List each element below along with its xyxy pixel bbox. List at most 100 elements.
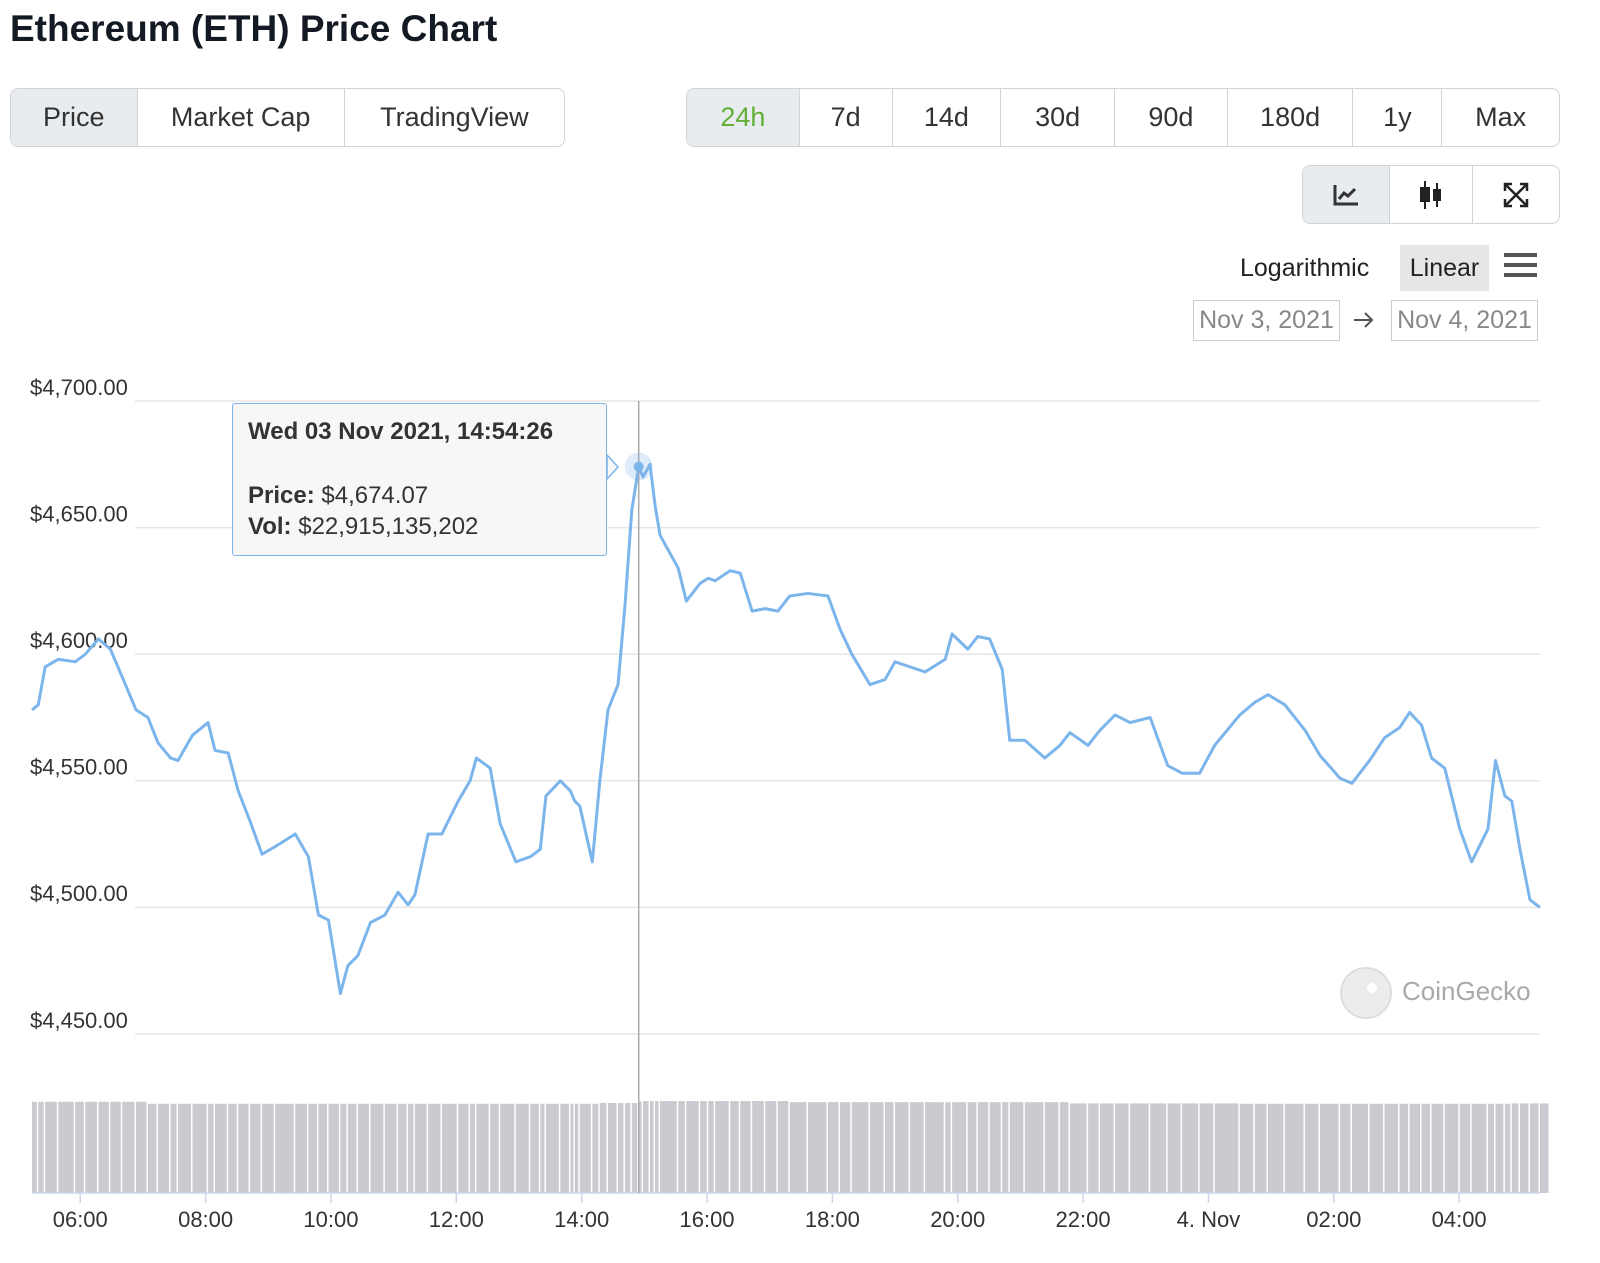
volume-bar (75, 1101, 84, 1193)
volume-bar (1487, 1103, 1494, 1193)
x-tick-label: 14:00 (554, 1207, 609, 1232)
volume-bar (250, 1103, 261, 1193)
volume-bar (178, 1103, 191, 1193)
tab[interactable]: Market Cap (138, 89, 345, 146)
volume-bar (530, 1103, 539, 1193)
fullscreen-button[interactable] (1473, 166, 1559, 223)
volume-bar (1519, 1103, 1529, 1193)
volume-bar (1088, 1103, 1099, 1193)
range-button[interactable]: Max (1475, 102, 1527, 132)
volume-bar (170, 1103, 177, 1193)
menu-icon[interactable] (1504, 251, 1538, 281)
volume-bar (1529, 1103, 1539, 1193)
volume-bar (545, 1103, 559, 1193)
volume-bar (678, 1101, 685, 1193)
volume-bar (607, 1103, 617, 1193)
volume-bar (579, 1103, 591, 1193)
volume-bar (1009, 1102, 1024, 1193)
volume-bar (977, 1102, 989, 1193)
volume-bar (1471, 1103, 1487, 1193)
volume-bar (660, 1101, 677, 1193)
volume-bar (515, 1103, 529, 1193)
x-tick-label: 08:00 (178, 1207, 233, 1232)
range-button[interactable]: 14d (893, 89, 1002, 146)
volume-bar (643, 1101, 649, 1193)
watermark: CoinGecko (1402, 976, 1531, 1006)
volume-bar (500, 1103, 515, 1193)
volume-bar (885, 1102, 894, 1193)
volume-bar (1182, 1103, 1199, 1193)
volume-bar (1444, 1103, 1459, 1193)
expand-icon (1503, 182, 1529, 207)
volume-bar (384, 1103, 397, 1193)
volume-bar (1399, 1103, 1409, 1193)
date-from[interactable]: Nov 3, 2021 (1193, 300, 1340, 341)
volume-bar (228, 1103, 237, 1193)
volume-bar (192, 1103, 207, 1193)
volume-bar (357, 1103, 369, 1193)
volume-bar (215, 1103, 227, 1193)
volume-bar (1059, 1102, 1069, 1193)
volume-bar (398, 1103, 407, 1193)
volume-bar (1002, 1102, 1009, 1193)
volume-bar (295, 1103, 307, 1193)
volume-bar (740, 1101, 751, 1193)
volume-bar (789, 1102, 807, 1193)
volume-bar (895, 1102, 909, 1193)
tooltip-title: Wed 03 Nov 2021, 14:54:26 (248, 418, 554, 445)
volume-bar (262, 1103, 274, 1193)
y-tick-label: $4,450.00 (30, 1008, 128, 1033)
volume-bar (308, 1103, 317, 1193)
y-tick-label: $4,550.00 (30, 755, 128, 780)
range-button[interactable]: 30d (1001, 89, 1115, 146)
x-tick-label: 18:00 (805, 1207, 860, 1232)
volume-bar (1351, 1103, 1369, 1193)
tab[interactable]: TradingView (380, 102, 529, 132)
range-button[interactable]: 180d (1228, 89, 1354, 146)
volume-bar (618, 1103, 624, 1193)
range-button[interactable]: 1y (1353, 89, 1443, 146)
range-button[interactable]: 90d (1115, 89, 1228, 146)
volume-bar (58, 1101, 74, 1193)
volume-bar (147, 1103, 157, 1193)
tooltip-label: Price: (248, 482, 315, 509)
volume-bar (98, 1101, 109, 1193)
volume-bar (1540, 1103, 1549, 1193)
volume-bar (470, 1103, 475, 1193)
volume-bar (777, 1101, 789, 1193)
volume-bar (765, 1101, 777, 1193)
arrow-icon (1354, 312, 1374, 328)
volume-bar (1340, 1103, 1351, 1193)
x-tick-label: 20:00 (930, 1207, 985, 1232)
volume-bar (490, 1103, 499, 1193)
volume-bar (624, 1103, 631, 1193)
y-tick-label: $4,700.00 (30, 375, 128, 400)
candlestick-button[interactable] (1390, 166, 1473, 223)
volume-bar (1130, 1103, 1149, 1193)
range-button[interactable]: 7d (800, 89, 893, 146)
line-chart-button[interactable] (1303, 166, 1391, 223)
volume-bar (851, 1102, 869, 1193)
log-scale-button[interactable]: Logarithmic (1240, 253, 1370, 282)
y-tick-label: $4,600.00 (30, 628, 128, 653)
volume-bar (458, 1103, 469, 1193)
volume-bar (1267, 1103, 1284, 1193)
linear-scale-button[interactable]: Linear (1400, 245, 1489, 291)
volume-bar (318, 1103, 327, 1193)
x-tick-label: 4. Nov (1177, 1207, 1241, 1232)
tab[interactable]: Price (11, 89, 138, 146)
volume-bar (370, 1103, 384, 1193)
volume-bar (1495, 1103, 1504, 1193)
volume-bar (110, 1101, 121, 1193)
volume-bar (1150, 1103, 1167, 1193)
volume-bar (638, 1101, 642, 1193)
range-button[interactable]: 24h (687, 89, 800, 146)
volume-bar (945, 1102, 951, 1193)
date-to[interactable]: Nov 4, 2021 (1391, 300, 1538, 341)
volume-bar (1511, 1103, 1519, 1193)
watermark-logo-eye (1367, 983, 1377, 993)
volume-bar (752, 1101, 764, 1193)
volume-bar (1044, 1102, 1059, 1193)
volume-bar (1024, 1102, 1044, 1193)
